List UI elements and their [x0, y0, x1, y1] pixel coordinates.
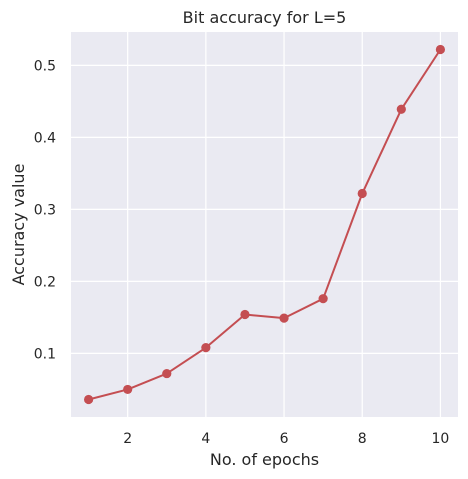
- y-tick-label: 0.4: [34, 130, 56, 146]
- x-tick-label: 10: [431, 431, 449, 447]
- data-point: [123, 384, 133, 395]
- data-point: [396, 104, 406, 114]
- y-tick-label: 0.2: [34, 274, 56, 290]
- data-point: [357, 188, 367, 199]
- x-axis-label: No. of epochs: [210, 450, 319, 469]
- data-point: [162, 368, 172, 379]
- data-point: [83, 394, 94, 405]
- data-point: [279, 313, 289, 323]
- y-ticks: 0.1 0.2 0.3 0.4 0.5: [34, 58, 56, 362]
- x-tick-label: 4: [201, 431, 210, 447]
- x-ticks: 2 4 6 8 10: [123, 431, 449, 447]
- x-tick-label: 6: [280, 431, 289, 447]
- y-tick-label: 0.3: [34, 202, 56, 218]
- y-tick-label: 0.1: [34, 346, 56, 362]
- series-line: [88, 48, 442, 401]
- data-point: [201, 343, 211, 353]
- x-tick-label: 2: [123, 431, 132, 447]
- chart-title: Bit accuracy for L=5: [183, 8, 347, 27]
- plot-area: [71, 32, 458, 417]
- series: [83, 44, 446, 405]
- data-point: [435, 44, 446, 55]
- data-point: [318, 294, 328, 304]
- x-tick-label: 8: [358, 431, 367, 447]
- y-tick-label: 0.5: [34, 58, 56, 74]
- grid: [71, 32, 458, 417]
- y-axis-label: Accuracy value: [9, 164, 28, 286]
- data-point: [240, 309, 250, 320]
